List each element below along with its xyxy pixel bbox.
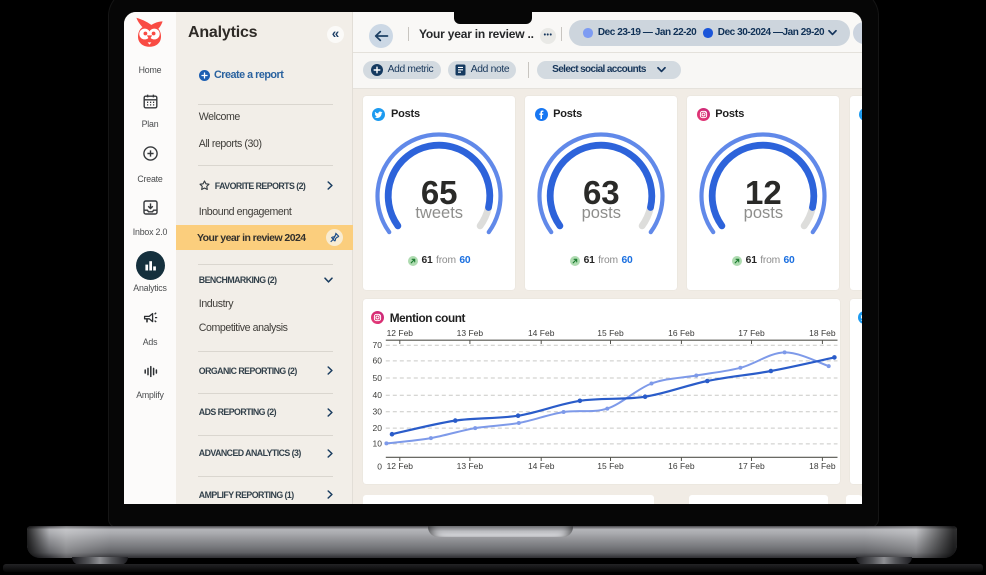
svg-text:60: 60	[373, 356, 383, 366]
svg-text:0: 0	[377, 462, 382, 472]
svg-text:13 Feb: 13 Feb	[457, 461, 484, 471]
svg-text:17 Feb: 17 Feb	[738, 461, 765, 471]
svg-text:18 Feb: 18 Feb	[809, 461, 836, 471]
svg-text:70: 70	[373, 340, 383, 350]
svg-text:13 Feb: 13 Feb	[457, 328, 484, 338]
svg-text:30: 30	[373, 407, 383, 417]
svg-text:14 Feb: 14 Feb	[528, 461, 555, 471]
svg-text:12 Feb: 12 Feb	[387, 328, 414, 338]
svg-text:50: 50	[373, 373, 383, 383]
svg-text:12 Feb: 12 Feb	[387, 461, 414, 471]
svg-text:18 Feb: 18 Feb	[809, 328, 836, 338]
svg-text:10: 10	[373, 439, 383, 449]
svg-text:17 Feb: 17 Feb	[738, 328, 765, 338]
svg-text:20: 20	[373, 423, 383, 433]
svg-text:16 Feb: 16 Feb	[668, 461, 695, 471]
svg-text:16 Feb: 16 Feb	[668, 328, 695, 338]
svg-text:15 Feb: 15 Feb	[597, 461, 624, 471]
svg-text:40: 40	[373, 390, 383, 400]
svg-text:15 Feb: 15 Feb	[597, 328, 624, 338]
svg-text:14 Feb: 14 Feb	[528, 328, 555, 338]
